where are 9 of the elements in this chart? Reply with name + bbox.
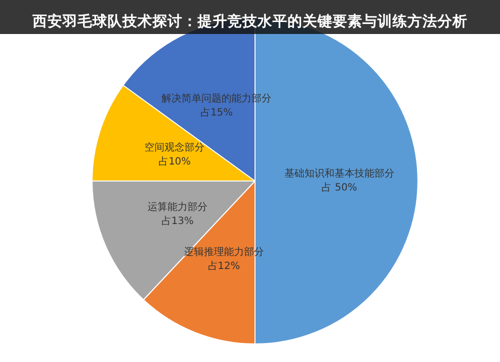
data-label: 占10%: [158, 155, 191, 168]
data-label: 占15%: [200, 106, 233, 118]
slice-label: 运算能力部分: [147, 201, 208, 214]
slice-label: 基础知识和基本技能部分: [284, 168, 394, 180]
chart-title: 西安羽毛球队技术探讨：提升竞技水平的关键要素与训练方法分析: [0, 0, 500, 34]
data-label: 占12%: [208, 260, 240, 272]
data-label: 占13%: [161, 215, 194, 228]
data-label: 占 50%: [322, 182, 358, 194]
slice-label: 空间观念部分: [144, 141, 205, 154]
